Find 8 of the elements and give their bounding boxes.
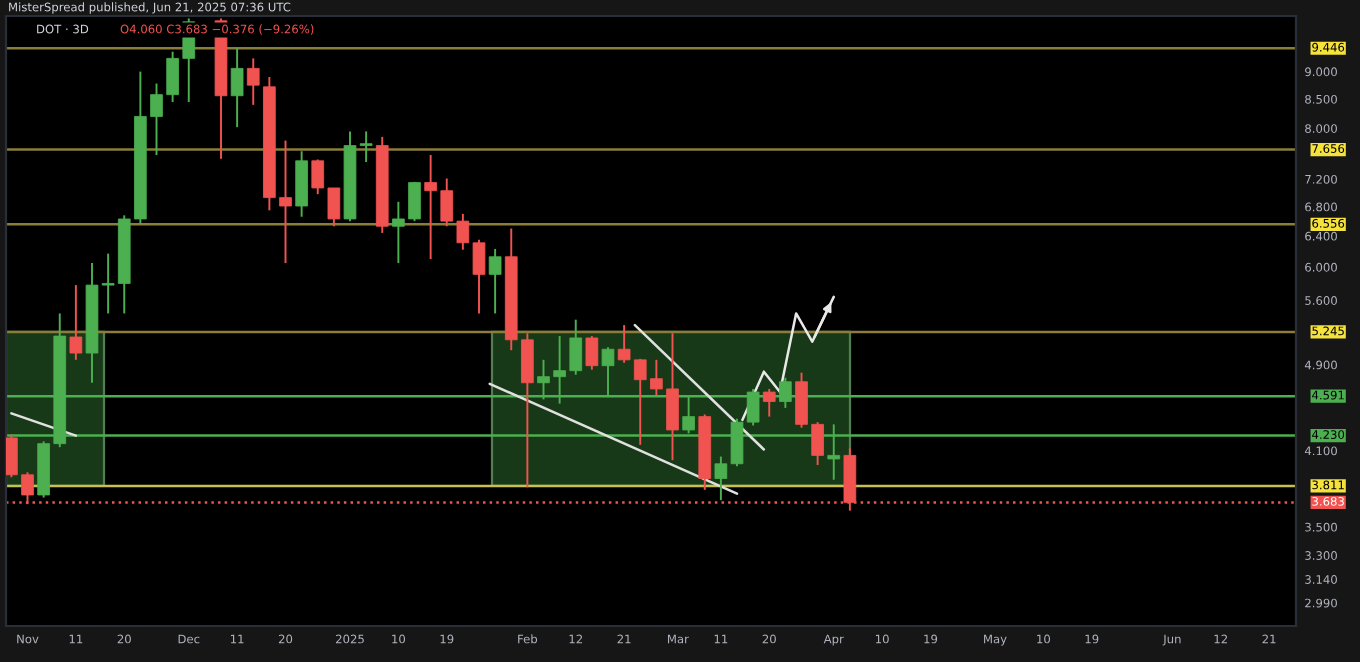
line-series — [741, 295, 835, 422]
candlestick — [246, 57, 260, 106]
candlestick — [488, 247, 502, 315]
candlestick — [762, 387, 776, 418]
candlestick — [230, 47, 244, 129]
candlestick — [295, 150, 308, 218]
candlestick — [585, 335, 599, 371]
candlestick — [69, 284, 83, 361]
